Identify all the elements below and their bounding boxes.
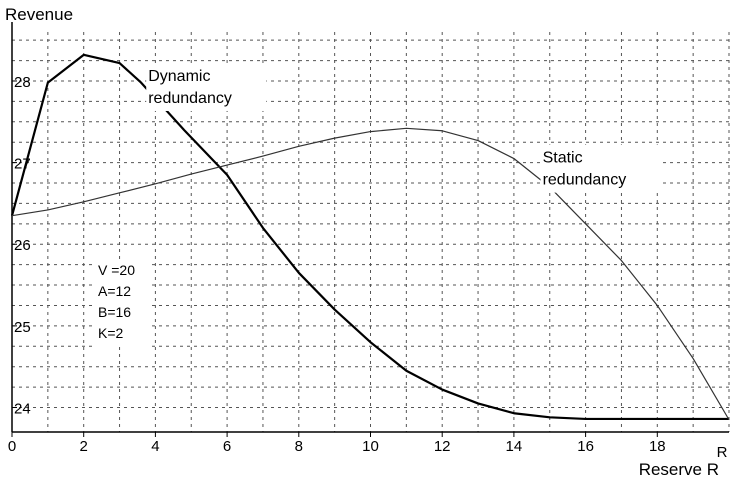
static-redundancy-label: redundancy [543,172,627,189]
y-tick-label: 28 [14,74,31,91]
y-tick-label: 24 [14,401,31,418]
x-axis-title: Reserve R [639,460,719,479]
annotation-background [146,62,267,111]
annotation-background [540,144,661,193]
series-layer [10,53,730,421]
static-redundancy-line [11,127,730,421]
x-tick-label: 4 [151,438,159,455]
x-tick-label: 18 [649,438,666,455]
x-tick-label: 12 [434,438,451,455]
y-tick-label: 26 [14,237,31,254]
parameter-label: A=12 [98,283,131,299]
x-tick-label: 2 [80,438,88,455]
x-tick-label: 8 [295,438,303,455]
dynamic-redundancy-label: Dynamic [148,68,210,85]
parameter-label: V =20 [98,262,135,278]
parameter-label: K=2 [98,325,124,341]
axes [11,22,729,437]
static-redundancy-label: Static [543,150,583,167]
y-axis-title: Revenue [5,5,73,24]
dynamic-redundancy-label: redundancy [148,90,232,107]
grid [12,32,730,432]
x-axis-end-label: R [717,444,728,461]
y-tick-label: 27 [14,156,31,173]
parameter-label: B=16 [98,304,131,320]
parameters-background [92,259,152,347]
x-tick-label: 6 [223,438,231,455]
y-tick-label: 25 [14,319,31,336]
x-tick-label: 14 [506,438,523,455]
x-tick-label: 10 [362,438,379,455]
x-tick-label: 16 [577,438,594,455]
x-tick-label: 0 [8,438,16,455]
dynamic-redundancy-line [10,53,729,421]
